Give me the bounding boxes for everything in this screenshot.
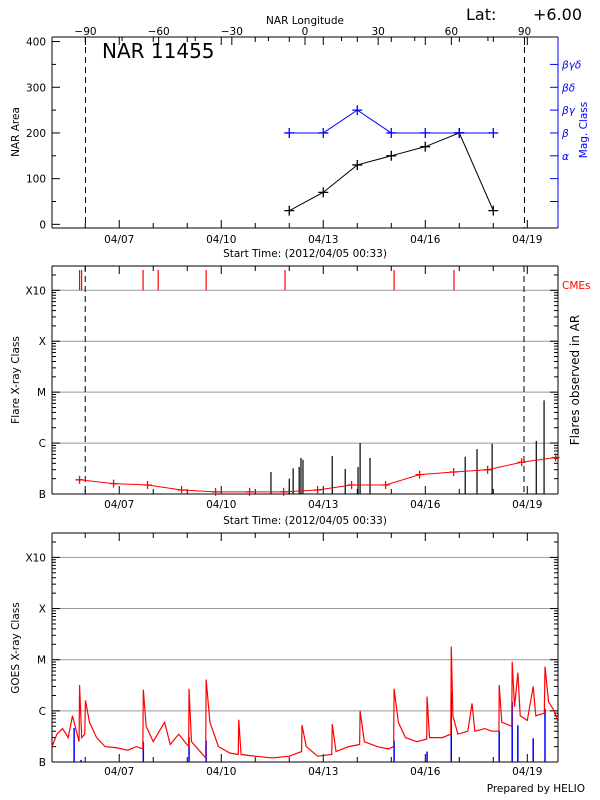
panel2-class-label: C bbox=[39, 438, 46, 450]
longitude-tick-label: 30 bbox=[371, 26, 384, 38]
goes-class-axis-title: GOES X-ray Class bbox=[10, 602, 22, 693]
nar-area-axis-title: NAR Area bbox=[10, 107, 22, 157]
flares-observed-axis-title: Flares observed in AR bbox=[568, 315, 582, 445]
goes-flux-line bbox=[51, 646, 559, 760]
mag-class-point bbox=[284, 127, 295, 138]
background-flux-point bbox=[109, 479, 118, 488]
background-flux-point bbox=[279, 487, 288, 496]
background-flux-point bbox=[381, 481, 390, 490]
background-flux-point bbox=[449, 468, 458, 477]
panel1-date-label: 04/10 bbox=[206, 234, 236, 246]
credit-text: Prepared by HELIO bbox=[487, 783, 585, 795]
background-flux-point bbox=[415, 470, 424, 479]
mag-class-axis-title: Mag. Class bbox=[578, 102, 590, 158]
background-flux-point bbox=[313, 485, 322, 494]
panel3-class-label: C bbox=[39, 706, 46, 718]
background-flux-point bbox=[143, 481, 152, 490]
latitude-label: Lat: bbox=[466, 5, 496, 24]
panel1-date-label: 04/19 bbox=[512, 234, 542, 246]
panel3-class-label: B bbox=[39, 757, 46, 769]
panel3-date-label: 04/16 bbox=[410, 766, 441, 778]
area-line bbox=[289, 132, 494, 212]
panel3-date-label: 04/10 bbox=[206, 766, 236, 778]
panel2-date-label: 04/16 bbox=[410, 499, 441, 511]
panel1-xaxis-title: Start Time: (2012/04/05 00:33) bbox=[223, 248, 387, 260]
background-flux-point bbox=[551, 453, 560, 462]
area-tick-label: 100 bbox=[26, 174, 46, 186]
panel2-date-label: 04/10 bbox=[206, 499, 236, 511]
mag-class-point bbox=[352, 105, 363, 116]
background-flux-point bbox=[211, 487, 220, 496]
mag-class-label: β bbox=[561, 128, 569, 140]
panel2-date-label: 04/19 bbox=[512, 499, 542, 511]
area-tick-label: 300 bbox=[26, 82, 46, 94]
panel2-date-label: 04/07 bbox=[104, 499, 134, 511]
background-flux-point bbox=[483, 465, 492, 474]
mag-class-point bbox=[488, 127, 499, 138]
panel2-class-label: B bbox=[39, 489, 46, 501]
panel2-xaxis-title: Start Time: (2012/04/05 00:33) bbox=[223, 515, 387, 527]
panel3-date-label: 04/07 bbox=[104, 766, 134, 778]
background-flux-point bbox=[177, 485, 186, 494]
area-tick-label: 0 bbox=[39, 219, 46, 231]
area-tick-label: 200 bbox=[26, 128, 46, 140]
mag-class-label: βγ bbox=[561, 105, 576, 117]
mag-class-point bbox=[454, 127, 465, 138]
panel3-class-label: X bbox=[39, 604, 46, 616]
area-point bbox=[284, 205, 295, 216]
panel1-date-label: 04/13 bbox=[308, 234, 338, 246]
longitude-axis-title: NAR Longitude bbox=[266, 15, 344, 27]
background-flux-point bbox=[517, 458, 526, 467]
longitude-tick-label: −30 bbox=[221, 26, 243, 38]
longitude-tick-label: −90 bbox=[74, 26, 96, 38]
background-flux-point bbox=[75, 475, 84, 484]
longitude-tick-label: 90 bbox=[518, 26, 531, 38]
background-flux-point bbox=[245, 487, 254, 496]
area-point bbox=[318, 187, 329, 198]
panel3-class-label: X10 bbox=[25, 552, 46, 564]
area-tick-label: 400 bbox=[26, 37, 46, 49]
mag-class-point bbox=[318, 127, 329, 138]
mag-class-label: α bbox=[562, 151, 569, 163]
panel1-date-label: 04/16 bbox=[410, 234, 441, 246]
latitude-value: +6.00 bbox=[533, 5, 582, 24]
longitude-tick-label: 60 bbox=[445, 26, 458, 38]
area-point bbox=[352, 159, 363, 170]
longitude-tick-label: 0 bbox=[302, 26, 309, 38]
mag-class-label: βγδ bbox=[561, 59, 581, 71]
panel3-class-label: M bbox=[37, 655, 46, 667]
panel2-class-label: M bbox=[37, 387, 46, 399]
background-flux-point bbox=[347, 481, 356, 490]
area-point bbox=[386, 150, 397, 161]
mag-class-point bbox=[386, 127, 397, 138]
cme-label: CMEs bbox=[562, 280, 591, 292]
area-point bbox=[420, 141, 431, 152]
longitude-tick-label: −60 bbox=[148, 26, 170, 38]
panel2-class-label: X10 bbox=[25, 285, 46, 297]
panel1-date-label: 04/07 bbox=[104, 234, 134, 246]
panel3-date-label: 04/19 bbox=[512, 766, 542, 778]
mag-class-label: βδ bbox=[561, 82, 575, 94]
flare-class-axis-title: Flare X-ray Class bbox=[10, 336, 22, 424]
area-point bbox=[488, 205, 499, 216]
panel2-date-label: 04/13 bbox=[308, 499, 338, 511]
panel3-date-label: 04/13 bbox=[308, 766, 338, 778]
panel2-class-label: X bbox=[39, 336, 46, 348]
mag-class-point bbox=[420, 127, 431, 138]
